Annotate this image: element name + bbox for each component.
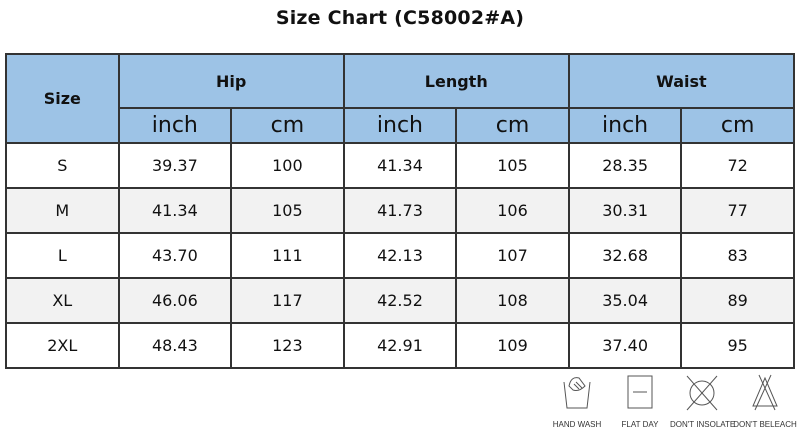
value-cell: 107 — [455, 232, 570, 279]
value-cell: 83 — [680, 232, 795, 279]
value-cell: 42.91 — [342, 322, 458, 369]
value-cell: 77 — [680, 187, 795, 234]
length-header: Length — [342, 53, 570, 109]
value-cell: 100 — [230, 142, 345, 189]
table-row: 2XL 48.43 123 42.91 109 37.40 95 — [5, 322, 795, 369]
value-cell: 117 — [230, 277, 345, 324]
value-cell: 41.34 — [117, 187, 233, 234]
unit-header: inch — [567, 107, 683, 144]
dont-insolate-icon — [686, 375, 718, 411]
page-title: Size Chart (C58002#A) — [275, 7, 525, 29]
value-cell: 28.35 — [567, 142, 683, 189]
hip-header: Hip — [117, 53, 345, 109]
hand-wash-icon — [563, 377, 591, 409]
value-cell: 43.70 — [117, 232, 233, 279]
value-cell: 42.52 — [342, 277, 458, 324]
waist-header: Waist — [567, 53, 796, 109]
table-row: XL 46.06 117 42.52 108 35.04 89 — [5, 277, 795, 324]
value-cell: 32.68 — [567, 232, 683, 279]
unit-header: cm — [230, 107, 345, 144]
value-cell: 41.73 — [342, 187, 458, 234]
value-cell: 95 — [680, 322, 795, 369]
dont-bleach-icon — [752, 374, 778, 411]
size-cell: XL — [5, 277, 120, 324]
value-cell: 35.04 — [567, 277, 683, 324]
size-cell: M — [5, 187, 120, 234]
table-row: M 41.34 105 41.73 106 30.31 77 — [5, 187, 795, 234]
value-cell: 89 — [680, 277, 795, 324]
table-row: L 43.70 111 42.13 107 32.68 83 — [5, 232, 795, 279]
size-cell: 2XL — [5, 322, 120, 369]
value-cell: 42.13 — [342, 232, 458, 279]
value-cell: 111 — [230, 232, 345, 279]
size-table: Size Hip Length Waist inch cm inch cm in… — [5, 53, 796, 369]
care-flat-dry: FLAT DAY — [608, 372, 672, 429]
flat-dry-icon — [627, 375, 653, 409]
value-cell: 39.37 — [117, 142, 233, 189]
value-cell: 105 — [230, 187, 345, 234]
unit-header: inch — [117, 107, 233, 144]
value-cell: 106 — [455, 187, 570, 234]
care-dont-bleach: DON'T BELEACH — [733, 372, 797, 429]
value-cell: 46.06 — [117, 277, 233, 324]
size-header: Size — [5, 53, 120, 144]
value-cell: 72 — [680, 142, 795, 189]
unit-header: inch — [342, 107, 458, 144]
value-cell: 30.31 — [567, 187, 683, 234]
care-dont-insolate: DON'T INSOLATE — [670, 372, 735, 429]
value-cell: 123 — [230, 322, 345, 369]
unit-header: cm — [455, 107, 570, 144]
value-cell: 41.34 — [342, 142, 458, 189]
value-cell: 37.40 — [567, 322, 683, 369]
value-cell: 108 — [455, 277, 570, 324]
value-cell: 48.43 — [117, 322, 233, 369]
care-hand-wash: HAND WASH — [545, 372, 609, 429]
value-cell: 109 — [455, 322, 570, 369]
unit-header: cm — [680, 107, 795, 144]
value-cell: 105 — [455, 142, 570, 189]
size-cell: L — [5, 232, 120, 279]
size-cell: S — [5, 142, 120, 189]
table-row: S 39.37 100 41.34 105 28.35 72 — [5, 142, 795, 189]
